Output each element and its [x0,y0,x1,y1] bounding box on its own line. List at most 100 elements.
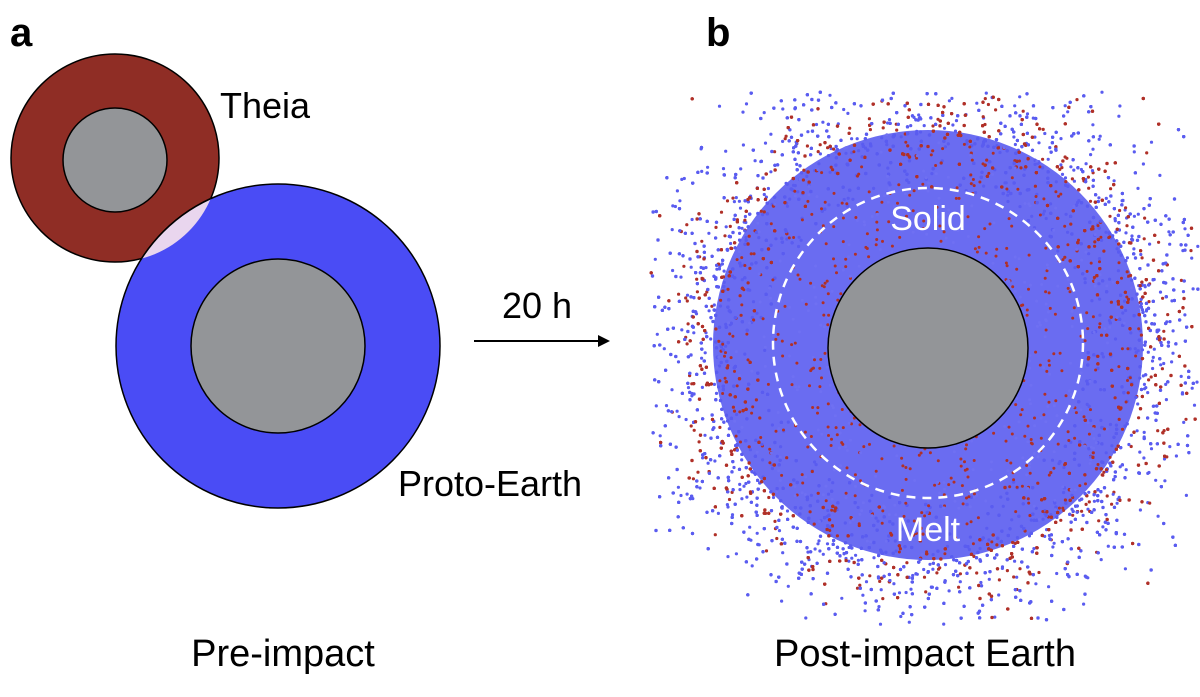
theia-particle [1123,290,1127,294]
proto-earth-particle [999,495,1003,499]
theia-particle [687,476,691,480]
theia-particle [1041,157,1045,161]
proto-earth-particle [727,427,731,431]
proto-earth-particle [755,311,759,315]
theia-particle [931,129,936,133]
theia-particle [867,117,872,121]
theia-particle [1118,208,1122,213]
theia-particle [995,543,999,547]
proto-earth-particle [899,537,903,541]
proto-earth-particle [1124,468,1128,472]
proto-earth-particle [1097,196,1101,200]
theia-particle [1145,151,1149,155]
proto-earth-particle [793,106,797,110]
proto-earth-particle [769,170,773,174]
proto-earth-particle [1051,545,1055,549]
theia-particle [855,586,860,590]
theia-particle [956,133,960,137]
theia-particle [682,264,686,268]
theia-particle [1166,313,1170,317]
proto-earth-particle [788,128,792,132]
proto-earth-particle [1182,420,1186,424]
theia-particle [1054,145,1058,149]
theia-particle [962,123,966,128]
proto-earth-particle [1070,493,1074,497]
proto-earth-particle [1195,380,1199,384]
proto-earth-particle [942,139,946,143]
proto-earth-particle [1167,230,1171,234]
theia-particle [924,590,928,594]
proto-earth-particle [1122,299,1127,303]
proto-earth-particle [1166,340,1171,344]
theia-particle [717,339,721,343]
theia-particle [719,210,724,214]
proto-earth-particle [1124,231,1128,235]
proto-earth-particle [770,423,775,427]
theia-particle [1125,270,1129,274]
theia-particle [816,107,820,111]
proto-earth-particle [1086,507,1090,511]
proto-earth-particle [762,192,766,197]
proto-earth-particle [1112,179,1116,183]
proto-earth-particle [731,460,735,464]
proto-earth-particle [1073,266,1077,270]
proto-earth-particle [1130,278,1134,282]
theia-particle [906,153,910,157]
proto-earth-particle [679,493,683,498]
proto-earth-particle [1100,442,1104,446]
proto-earth-particle [1125,256,1129,260]
theia-particle [997,578,1002,582]
proto-earth-particle [1005,491,1009,495]
proto-earth-particle [780,599,784,603]
proto-earth-particle [1013,559,1017,563]
proto-earth-particle [986,511,990,516]
theia-particle [1064,180,1068,184]
proto-earth-particle [670,388,674,392]
theia-particle [1109,187,1113,191]
proto-earth-particle [703,351,707,355]
proto-earth-particle [1015,536,1020,540]
proto-earth-particle [931,561,936,565]
theia-particle [1013,541,1017,546]
proto-earth-particle [904,590,908,595]
proto-earth-particle [766,186,771,191]
proto-earth-particle [744,102,749,106]
proto-earth-particle [985,526,989,530]
proto-earth-particle [878,622,883,626]
theia-particle [1063,255,1067,259]
proto-earth-particle [1108,277,1112,281]
theia-particle [1148,501,1152,505]
theia-particle [1126,274,1130,278]
proto-earth-particle [797,235,801,239]
proto-earth-particle [1062,114,1066,118]
theia-particle [1126,297,1131,301]
proto-earth-particle [763,141,768,145]
proto-earth-particle [856,558,861,562]
proto-earth-particle [1099,418,1103,422]
proto-earth-particle [750,564,754,568]
proto-earth-particle [827,478,831,482]
proto-earth-particle [893,539,897,543]
proto-earth-particle [659,444,663,448]
theia-particle [922,575,927,579]
proto-earth-particle [1054,180,1058,184]
proto-earth-particle [685,492,689,496]
theia-particle [1058,167,1062,171]
theia-particle [692,428,696,432]
proto-earth-particle [1158,173,1162,177]
theia-particle [719,298,723,302]
proto-earth-particle [707,231,711,235]
proto-earth-particle [828,93,832,97]
proto-earth-particle [1063,176,1068,180]
proto-earth-particle [1152,404,1156,408]
proto-earth-particle [861,144,866,148]
proto-earth-particle [1122,532,1127,536]
proto-earth-particle [799,238,803,242]
theia-particle [1159,385,1163,389]
proto-earth-particle [653,257,657,261]
proto-earth-particle [903,169,907,173]
proto-earth-particle [809,493,814,497]
proto-earth-particle [1045,528,1049,532]
proto-earth-particle [1081,513,1085,518]
theia-particle [986,102,991,107]
